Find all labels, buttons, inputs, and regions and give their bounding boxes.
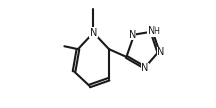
Text: N: N <box>141 63 149 73</box>
Text: N: N <box>129 30 136 40</box>
Text: N: N <box>148 26 155 36</box>
Text: N: N <box>90 28 97 38</box>
Text: H: H <box>154 27 160 36</box>
Text: N: N <box>157 47 165 57</box>
